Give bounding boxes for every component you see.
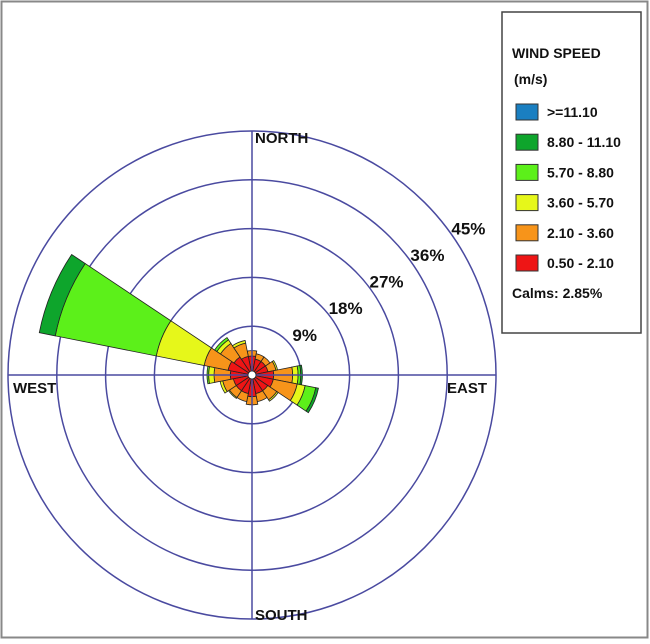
east-label: EAST — [447, 380, 487, 397]
legend-swatch — [515, 133, 539, 151]
petal-segment — [305, 387, 319, 414]
legend-label: >=11.10 — [547, 104, 598, 120]
petal-segment — [268, 391, 279, 402]
ring-label: 45% — [451, 219, 485, 238]
legend-unit: (m/s) — [514, 71, 547, 87]
legend-swatch — [515, 224, 539, 242]
ring-label: 18% — [329, 299, 363, 318]
legend-swatch — [515, 194, 539, 212]
legend-swatch — [515, 163, 539, 181]
legend-label: 8.80 - 11.10 — [547, 134, 621, 150]
ring-label: 27% — [370, 273, 404, 292]
legend: >=11.10 8.80 - 11.10 5.70 - 8.80 3.60 - 5.7… — [515, 103, 621, 272]
legend-title: WIND SPEED — [512, 45, 601, 61]
ring-label: 9% — [292, 326, 317, 345]
north-label: NORTH — [255, 130, 308, 147]
legend-label: 5.70 - 8.80 — [547, 164, 614, 180]
calms: Calms: 2.85% — [512, 285, 603, 301]
petal-segment — [38, 253, 86, 337]
west-label: WEST — [13, 380, 56, 397]
legend-label: 0.50 - 2.10 — [547, 255, 614, 271]
ring-label: 36% — [410, 246, 444, 265]
legend-swatch — [515, 103, 539, 121]
legend-swatch — [515, 254, 539, 272]
legend-label: 3.60 - 5.70 — [547, 195, 614, 211]
petal-segment — [231, 339, 247, 349]
legend-label: 2.10 - 3.60 — [547, 225, 614, 241]
center-dot — [247, 370, 257, 380]
south-label: SOUTH — [255, 607, 308, 624]
petals — [38, 253, 319, 414]
petal-segment — [214, 337, 230, 353]
